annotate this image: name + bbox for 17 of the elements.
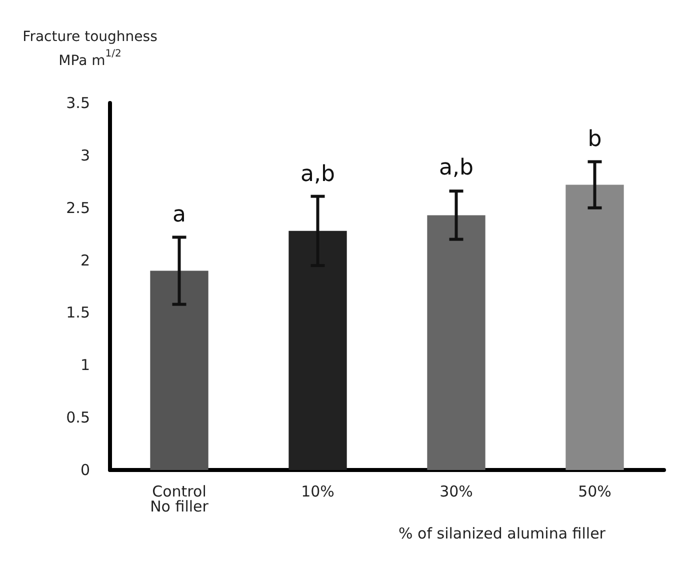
annotation: b [588, 127, 602, 152]
annotation: a [172, 202, 186, 228]
annotation: a,b [439, 155, 474, 180]
y-tick-label: 2.5 [66, 198, 90, 217]
y-tick-label: 1 [80, 356, 90, 374]
annotation: a,b [300, 162, 335, 187]
x-tick-label: 30% [440, 482, 473, 500]
y-tick-label: 3 [80, 146, 90, 164]
y-tick-label: 0.5 [66, 408, 90, 427]
x-tick-label: 50% [578, 482, 612, 500]
y-tick-label: 1.5 [66, 304, 90, 322]
y-tick-label: 2 [80, 251, 90, 270]
y-tick-label: 3.5 [66, 94, 90, 112]
x-tick-label: 10% [301, 482, 334, 500]
x-tick-label: Control No filler [150, 482, 210, 516]
x-axis-title: % of silanized alumina filler [398, 524, 606, 542]
y-tick-label: 0 [80, 461, 90, 479]
